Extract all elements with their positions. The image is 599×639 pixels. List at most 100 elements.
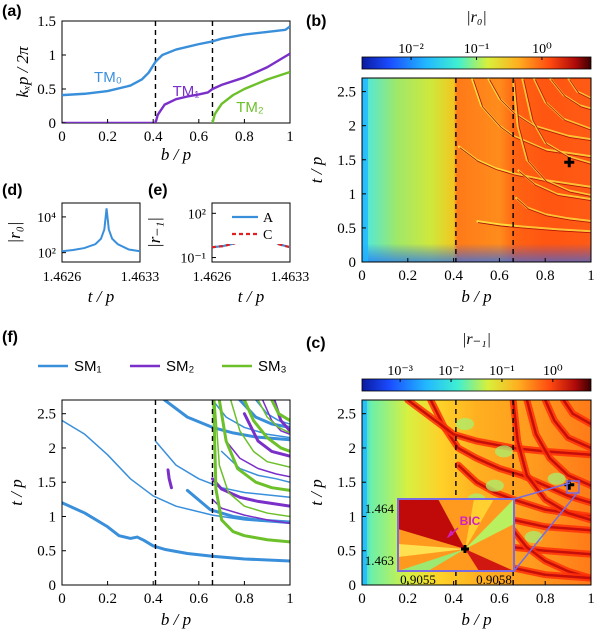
y-tick-label: 1.5	[337, 153, 356, 169]
resonance-band	[457, 464, 591, 518]
legend-label: A	[263, 211, 274, 226]
y-tick-label: 0.5	[337, 221, 356, 237]
colorbar-tick-label: 10⁻¹	[464, 42, 490, 57]
x-tick-label: 1.4626	[193, 270, 232, 285]
axes-frame	[361, 77, 592, 263]
inset-lobe	[465, 499, 494, 549]
resonance-band	[544, 400, 591, 450]
panel-label: (f)	[2, 329, 18, 346]
x-tick-label: 0.6	[189, 129, 208, 145]
x-tick-label: 0.2	[398, 591, 417, 607]
resonance-streak	[550, 79, 591, 111]
x-axis-label: b / p	[161, 145, 191, 164]
x-axis-label: b / p	[461, 610, 491, 629]
bic-marker	[461, 545, 469, 553]
series-line	[62, 25, 290, 97]
colorbar-tick-label: 10⁻²	[438, 364, 464, 379]
x-tick-label: 1.4633	[271, 270, 310, 285]
low-region	[524, 531, 543, 544]
resonance-streak	[459, 147, 591, 189]
plot-area	[62, 21, 290, 123]
resonance-streak	[472, 79, 591, 159]
resonance-streak	[489, 79, 591, 142]
inset-lobe	[465, 549, 514, 571]
y-tick-label: 10²	[188, 207, 206, 222]
low-region	[485, 479, 504, 492]
zoom-box	[566, 480, 580, 494]
mode-curve	[217, 400, 290, 492]
resonance-band	[525, 400, 591, 487]
bic-arrowhead	[446, 530, 454, 539]
heatmap-field	[362, 78, 368, 262]
y-tick-label: 0	[349, 578, 357, 594]
x-axis-label: b / p	[161, 610, 191, 629]
x-tick-label: 1	[587, 268, 595, 284]
panel-label: (b)	[306, 13, 326, 30]
axes-frame	[61, 399, 291, 586]
series-label: TM₁	[173, 83, 200, 100]
resonance-streak	[514, 79, 591, 197]
inset-frame	[397, 498, 515, 572]
x-tick-label: 1.4633	[121, 270, 160, 285]
x-axis-label: t / p	[238, 287, 264, 306]
y-tick-label: 0	[49, 578, 57, 594]
resonance-streak	[477, 222, 591, 234]
resonance-streak	[516, 198, 591, 223]
x-tick-label: 0.4	[444, 268, 463, 284]
inset-y-tick-label: 1.463	[365, 553, 394, 568]
x-tick-label: 0.4	[144, 129, 163, 145]
panel-b: 0 0.2 0.4 0.6 0.8 1 0 0.5 1 1.5 2 2.5 b / p t / p |r₀|…	[306, 9, 595, 306]
y-tick-label: 0	[349, 255, 357, 271]
y-axis-label: kₓp / 2π	[13, 46, 32, 98]
y-tick-label: 2	[349, 441, 357, 457]
y-tick-label: 2.5	[337, 407, 356, 423]
y-tick-label: 1.5	[337, 475, 356, 491]
legend-label: C	[263, 228, 272, 243]
y-tick-label: 10⁻¹	[180, 252, 206, 267]
x-tick-label: 0	[58, 591, 66, 607]
y-tick-label: 0.5	[337, 544, 356, 560]
mode-curve	[242, 412, 290, 458]
low-region	[547, 472, 566, 485]
series-label: TM₂	[236, 99, 264, 116]
x-tick-label: 0.2	[98, 129, 117, 145]
low-region	[494, 445, 513, 458]
mode-curve	[163, 400, 290, 442]
legend-label: SM₁	[74, 358, 102, 375]
y-tick-label: 0	[49, 116, 57, 132]
y-axis-label: t / p	[307, 157, 326, 183]
panel-d: 10² 10⁴ 1.4626 1.4633 t / p |r₀| (d)	[2, 182, 159, 306]
panel-label: (d)	[2, 182, 22, 199]
x-tick-label: 0.4	[444, 591, 463, 607]
y-tick-label: 0.5	[37, 82, 56, 98]
inset-lobe	[398, 549, 465, 571]
mode-curve	[62, 419, 290, 525]
x-axis-label: t / p	[88, 287, 114, 306]
heatmap-field	[513, 78, 591, 262]
colorbar-tick-label: 10⁰	[532, 42, 552, 57]
y-axis-label: |r₀|	[5, 222, 24, 244]
mode-curve	[166, 468, 173, 490]
resonance-streak	[523, 79, 591, 165]
y-axis-label: |r₋₁|	[145, 217, 164, 248]
x-tick-label: 0	[358, 591, 366, 607]
series-line	[211, 70, 290, 123]
mode-curve	[212, 400, 290, 544]
mode-curve	[242, 400, 290, 453]
y-tick-label: 10²	[38, 247, 56, 262]
colorbar-tick-label: 10⁻³	[387, 364, 413, 379]
legend-box	[228, 206, 288, 244]
axes-frame	[361, 399, 592, 586]
resonance-band	[562, 400, 591, 426]
bic-label: BIC	[460, 514, 481, 528]
y-tick-label: 2	[349, 119, 357, 135]
colorbar-tick-label: 10⁰	[543, 364, 563, 379]
x-tick-label: 0.6	[490, 268, 509, 284]
inset-y-tick-label: 1.464	[365, 501, 395, 516]
mode-curve	[210, 477, 290, 508]
legend-label: SM₂	[166, 358, 195, 375]
series-label: TM₀	[94, 69, 122, 86]
x-tick-label: 1.4626	[43, 270, 82, 285]
y-tick-label: 1.5	[37, 14, 56, 30]
inset-connector	[513, 482, 571, 500]
